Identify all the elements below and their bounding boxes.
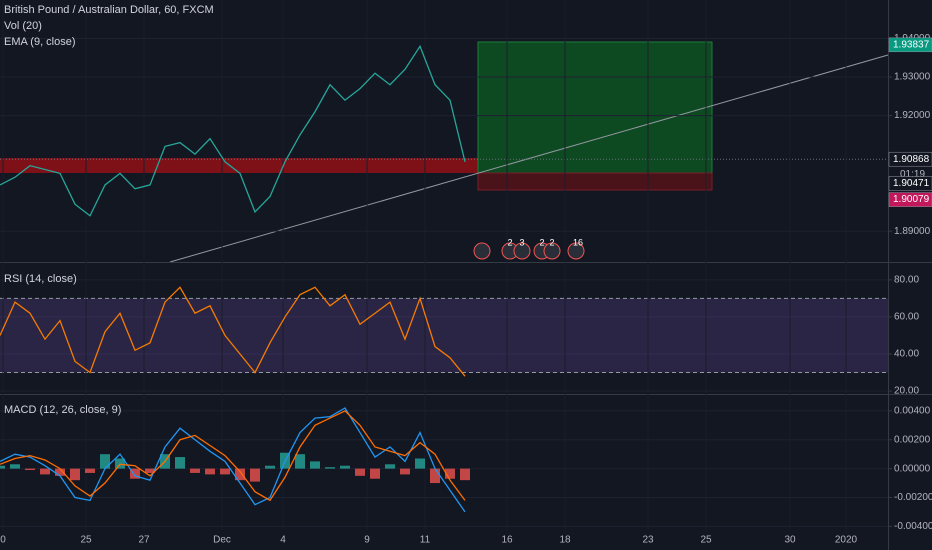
histogram-bar <box>310 461 320 469</box>
series-line <box>0 407 466 513</box>
event-count: 2 <box>539 237 544 247</box>
y-tick-label: 1.92000 <box>894 110 931 121</box>
histogram-bar <box>430 468 440 484</box>
series-line <box>0 44 466 217</box>
histogram-bar <box>460 468 470 481</box>
x-tick-label: 23 <box>642 535 654 546</box>
event-icon[interactable] <box>473 242 491 260</box>
price-tag-label: 1.90868 <box>893 154 930 165</box>
trend-line <box>169 54 889 263</box>
countdown: 01:19 <box>900 169 925 180</box>
events: 2 3 2 2 16 <box>473 237 585 260</box>
price-tag <box>888 192 932 207</box>
y-tick-label: -0.00200 <box>894 492 932 503</box>
price-tag <box>888 151 932 167</box>
histogram-bar <box>100 454 110 469</box>
indicator-title: RSI (14, close) <box>4 273 77 285</box>
histogram-bar <box>445 468 455 479</box>
series-line <box>0 410 466 502</box>
histogram-bar <box>370 468 380 479</box>
histogram-bar <box>355 468 365 476</box>
histogram-bar <box>250 468 260 482</box>
target-zone <box>477 41 713 174</box>
histogram-bar <box>325 467 335 469</box>
price-tag <box>888 176 932 191</box>
y-tick-label: 20.00 <box>894 386 919 397</box>
y-tick-label: 0.00000 <box>894 463 931 474</box>
x-tick-label: 18 <box>559 535 571 546</box>
histogram-bar <box>190 468 200 473</box>
histogram-bar <box>130 468 140 479</box>
price-tag <box>888 37 932 53</box>
x-tick-label: 11 <box>420 535 431 546</box>
histogram-bar <box>55 468 65 476</box>
x-tick-label: 9 <box>364 535 370 546</box>
rsi-band <box>0 298 888 373</box>
y-tick-label: 40.00 <box>894 349 919 360</box>
x-tick-label: 25 <box>80 535 92 546</box>
chart-title: British Pound / Australian Dollar, 60, F… <box>4 4 214 16</box>
x-tick-label: Dec <box>213 535 231 546</box>
y-tick-label: 80.00 <box>894 275 919 286</box>
histogram-bar <box>85 468 95 473</box>
histogram-bar <box>40 468 50 475</box>
event-count: 2 <box>549 237 554 247</box>
histogram-bar <box>415 458 425 469</box>
event-icon[interactable] <box>543 242 561 260</box>
histogram-bar <box>385 464 395 469</box>
event-count: 2 <box>507 237 512 247</box>
event-icon[interactable] <box>567 242 585 260</box>
histogram-bar <box>115 458 125 469</box>
histogram-bar <box>295 454 305 469</box>
histogram-bar <box>0 465 5 469</box>
histogram-bar <box>145 468 155 473</box>
histogram-bar <box>265 465 275 469</box>
event-count: 16 <box>573 237 583 247</box>
x-tick-label: 27 <box>138 535 150 546</box>
histogram-bar <box>340 465 350 469</box>
y-tick-label: 60.00 <box>894 312 919 323</box>
indicator-title: EMA (9, close) <box>4 36 76 48</box>
x-tick-label: 30 <box>784 535 796 546</box>
histogram-bar <box>235 468 245 481</box>
x-tick-label: 2020 <box>835 535 858 546</box>
histogram-bar <box>70 468 80 481</box>
indicator-title: MACD (12, 26, close, 9) <box>4 404 121 416</box>
y-tick-label: 1.93000 <box>894 72 931 83</box>
y-tick-label: -0.00400 <box>894 521 932 532</box>
y-tick-label: 0.00400 <box>894 406 931 417</box>
event-icon[interactable] <box>513 242 531 260</box>
price-tag-label: 1.93837 <box>893 39 930 50</box>
y-tick-label: 0.00200 <box>894 434 931 445</box>
x-tick-label: 4 <box>280 535 286 546</box>
price-tag-label: 1.90471 <box>893 178 930 189</box>
indicator-title: Vol (20) <box>4 20 42 32</box>
support-zone <box>0 158 478 173</box>
price-tag-label: 1.90079 <box>893 194 930 205</box>
histogram-bar <box>205 468 215 475</box>
y-tick-label: 1.89000 <box>894 226 931 237</box>
x-tick-label: 0 <box>0 535 6 546</box>
x-tick-label: 16 <box>501 535 513 546</box>
x-tick-label: 25 <box>700 535 712 546</box>
stop-zone <box>477 172 713 191</box>
histogram-bar <box>10 464 20 469</box>
histogram-bar <box>400 468 410 475</box>
histogram-bar <box>220 468 230 475</box>
series-line <box>0 286 466 377</box>
histogram-bar <box>175 457 185 469</box>
histogram-bar <box>25 468 35 471</box>
event-count: 3 <box>519 237 524 247</box>
